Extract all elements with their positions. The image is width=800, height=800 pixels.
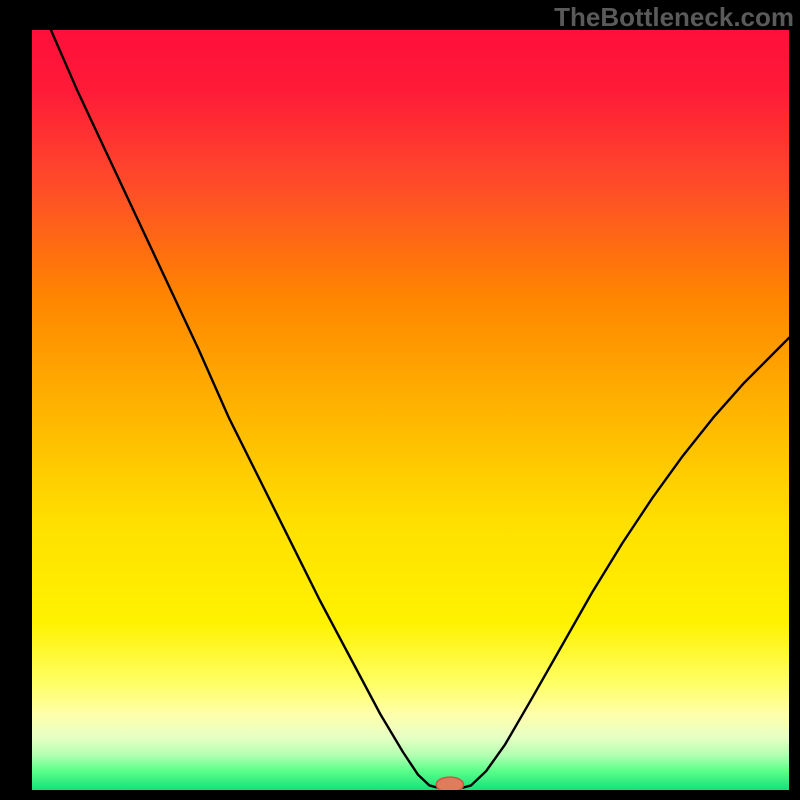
watermark-text: TheBottleneck.com: [554, 2, 794, 33]
gradient-background: [32, 30, 789, 790]
plot-area: [32, 30, 789, 790]
chart-container: TheBottleneck.com: [0, 0, 800, 800]
optimum-marker: [436, 777, 463, 790]
plot-svg: [32, 30, 789, 790]
